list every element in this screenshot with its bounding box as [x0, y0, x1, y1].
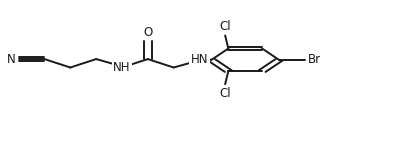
Text: HN: HN	[191, 53, 208, 66]
Text: O: O	[143, 26, 152, 39]
Text: NH: NH	[113, 61, 131, 74]
Text: Cl: Cl	[219, 86, 231, 100]
Text: Cl: Cl	[219, 20, 231, 33]
Text: N: N	[7, 53, 16, 66]
Text: Br: Br	[308, 53, 321, 66]
